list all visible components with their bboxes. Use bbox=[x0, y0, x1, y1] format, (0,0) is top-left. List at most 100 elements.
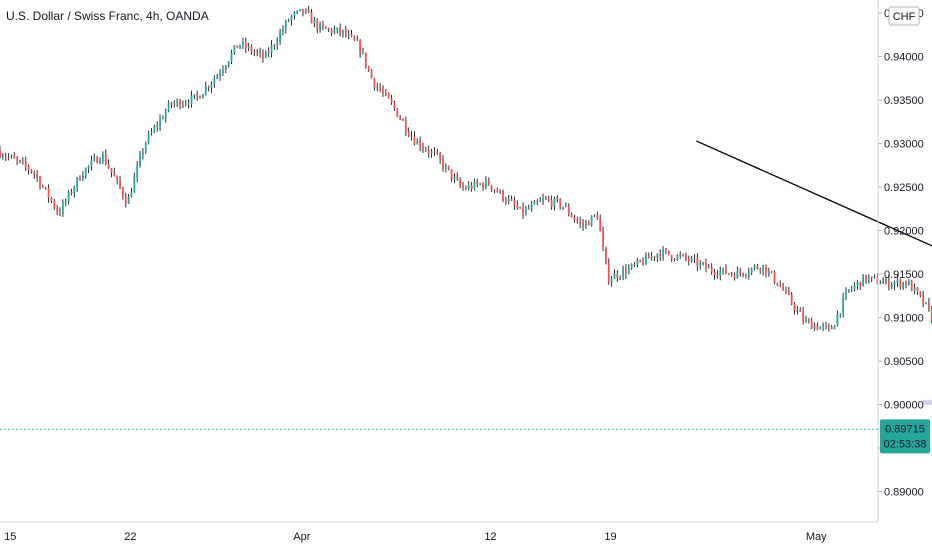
candle-body bbox=[170, 102, 173, 105]
candle-body bbox=[756, 265, 759, 269]
price-tag-countdown: 02:53:38 bbox=[884, 438, 927, 450]
candle-body bbox=[699, 263, 702, 267]
candle-body bbox=[553, 198, 556, 207]
candle-body bbox=[376, 87, 379, 88]
candle-body bbox=[136, 165, 139, 178]
currency-badge-box bbox=[888, 6, 920, 26]
candle-body bbox=[796, 309, 799, 311]
candle-body bbox=[670, 254, 673, 260]
candle-body bbox=[627, 267, 630, 274]
candle-body bbox=[493, 189, 496, 191]
candle-body bbox=[39, 177, 41, 187]
currency-badge[interactable]: CHF bbox=[888, 6, 920, 26]
candle-body bbox=[890, 285, 893, 288]
support-zone[interactable] bbox=[922, 399, 932, 405]
candle-body bbox=[596, 215, 599, 219]
candle-body bbox=[299, 9, 301, 11]
candle-body bbox=[524, 208, 527, 215]
candle-body bbox=[919, 291, 922, 296]
candle-body bbox=[262, 51, 264, 58]
candle-body bbox=[13, 155, 16, 159]
candle-body bbox=[199, 96, 201, 99]
candle-body bbox=[742, 273, 744, 276]
candle-body bbox=[467, 185, 470, 189]
candle-body bbox=[542, 198, 544, 201]
candle-body bbox=[124, 196, 127, 204]
candle-body bbox=[216, 75, 219, 79]
candle-body bbox=[202, 94, 204, 99]
candle-body bbox=[530, 204, 533, 209]
candle-body bbox=[367, 66, 370, 71]
candle-body bbox=[267, 51, 270, 54]
candle-body bbox=[559, 199, 562, 208]
candle-body bbox=[382, 90, 384, 93]
candle-body bbox=[605, 247, 607, 264]
candle-body bbox=[1, 156, 4, 158]
candle-body bbox=[710, 267, 713, 272]
x-tick-label: 22 bbox=[124, 531, 136, 543]
candle-body bbox=[442, 159, 444, 169]
candle-body bbox=[184, 103, 187, 105]
candle-body bbox=[196, 94, 199, 97]
candle-body bbox=[687, 258, 690, 262]
candle-body bbox=[284, 21, 287, 30]
candle-body bbox=[544, 198, 547, 200]
candle-body bbox=[647, 255, 650, 259]
candle-body bbox=[264, 51, 267, 58]
candle-body bbox=[0, 150, 1, 157]
y-tick-label: 0.93000 bbox=[884, 139, 924, 151]
candle-body bbox=[653, 256, 656, 258]
candle-body bbox=[330, 29, 333, 33]
candle-body bbox=[64, 200, 67, 203]
candle-body bbox=[324, 26, 327, 29]
candle-body bbox=[527, 208, 530, 210]
candle-body bbox=[750, 268, 753, 273]
candle-body bbox=[593, 215, 596, 217]
trend-arrow[interactable] bbox=[695, 140, 932, 339]
candle-body bbox=[504, 200, 507, 202]
candle-body bbox=[159, 118, 161, 127]
candle-body bbox=[856, 281, 859, 286]
candle-body bbox=[222, 69, 224, 74]
candle-body bbox=[393, 102, 396, 109]
candle-body bbox=[273, 45, 276, 47]
candle-body bbox=[121, 188, 124, 197]
candle-body bbox=[719, 270, 722, 276]
candle-body bbox=[490, 185, 493, 190]
candle-body bbox=[576, 219, 579, 222]
candle-body bbox=[250, 46, 253, 53]
y-tick-label: 0.90500 bbox=[884, 356, 924, 368]
candle-body bbox=[276, 42, 279, 46]
candle-body bbox=[96, 157, 99, 164]
y-tick-label: 0.93500 bbox=[884, 95, 924, 107]
candle-body bbox=[645, 255, 647, 265]
candle-body bbox=[705, 262, 707, 269]
candle-body bbox=[339, 27, 342, 33]
candle-body bbox=[56, 207, 59, 212]
x-tick-label: May bbox=[806, 531, 827, 543]
candle-body bbox=[419, 140, 422, 148]
candle-body bbox=[902, 282, 905, 288]
candle-body bbox=[233, 45, 236, 53]
candle-body bbox=[347, 34, 350, 36]
candle-body bbox=[70, 191, 73, 194]
y-tick-label: 0.89000 bbox=[884, 487, 924, 499]
x-axis[interactable]: 1522Apr1219May101724Jun14 bbox=[4, 531, 932, 543]
candle-body bbox=[770, 271, 773, 273]
candle-body bbox=[573, 217, 576, 220]
candle-body bbox=[464, 188, 467, 190]
candle-body bbox=[7, 156, 10, 158]
candle-body bbox=[850, 288, 853, 290]
candle-body bbox=[450, 169, 453, 179]
candle-body bbox=[410, 135, 413, 137]
candle-body bbox=[119, 179, 121, 189]
candle-body bbox=[633, 264, 636, 266]
candle-body bbox=[107, 164, 110, 169]
candle-body bbox=[662, 249, 664, 258]
candle-body bbox=[887, 278, 890, 288]
candle-body bbox=[582, 223, 584, 226]
candle-body bbox=[287, 20, 290, 22]
candle-body bbox=[473, 181, 476, 189]
candle-body bbox=[259, 51, 261, 53]
